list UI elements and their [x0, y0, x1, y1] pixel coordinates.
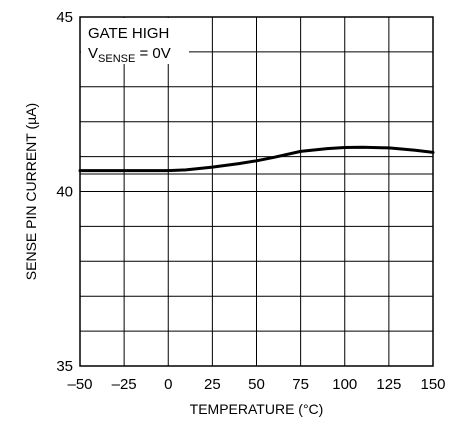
x-axis-label: TEMPERATURE (°C) — [190, 401, 324, 417]
annotation-vsense: VSENSE = 0V — [88, 45, 171, 65]
annotation-gate-high: GATE HIGH — [88, 25, 169, 42]
x-tick-label: –25 — [112, 376, 137, 393]
plot-frame — [79, 16, 434, 367]
y-tick-label: 35 — [56, 358, 73, 375]
x-tick-label: 125 — [376, 376, 401, 393]
grid-lines — [79, 16, 434, 367]
y-tick-labels: 45 40 35 — [56, 9, 73, 375]
y-tick-label: 40 — [56, 184, 73, 201]
annotation-vsense-main: V — [88, 45, 98, 62]
x-tick-label: 100 — [332, 376, 357, 393]
x-tick-label: 0 — [164, 376, 172, 393]
x-tick-label: 25 — [204, 376, 221, 393]
annotation-background — [81, 18, 189, 64]
series-line — [78, 145, 435, 173]
annotation-vsense-subscript: SENSE — [98, 53, 135, 65]
x-tick-label: 75 — [292, 376, 309, 393]
x-tick-label: –50 — [67, 376, 92, 393]
x-tick-label: 150 — [420, 376, 445, 393]
y-tick-label: 45 — [56, 9, 73, 26]
y-axis-label: SENSE PIN CURRENT (µA) — [23, 103, 39, 280]
x-tick-labels: –50 –25 0 25 50 75 100 125 150 — [67, 376, 445, 393]
x-tick-label: 50 — [248, 376, 265, 393]
annotation-vsense-tail: = 0V — [135, 45, 170, 62]
